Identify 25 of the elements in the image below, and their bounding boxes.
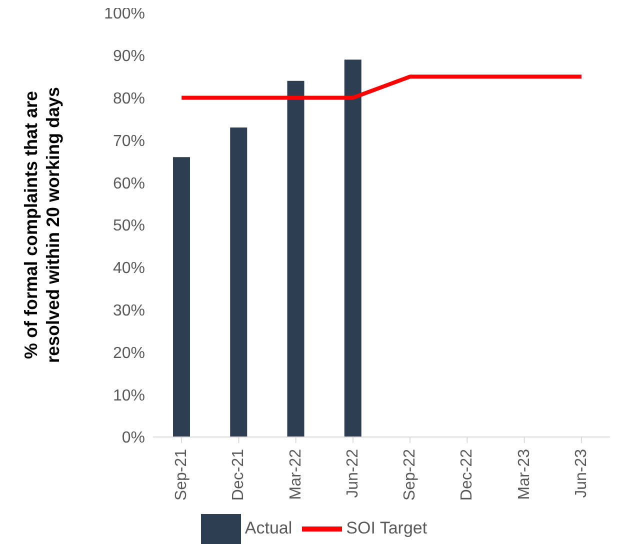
legend-label: Actual <box>244 518 292 538</box>
x-tick-label: Dec-22 <box>458 448 476 501</box>
y-tick-label: 60% <box>112 175 145 192</box>
x-tick-label: Jun-23 <box>572 448 590 498</box>
y-tick-label: 0% <box>122 430 145 447</box>
y-tick-label: 80% <box>112 90 145 108</box>
x-tick-label: Mar-22 <box>287 448 304 500</box>
y-tick-label: 40% <box>112 260 145 278</box>
bar <box>173 157 190 437</box>
y-axis-title: % of formal complaints that are resolved within 20 working days <box>21 86 63 364</box>
y-tick-label: 30% <box>112 302 145 320</box>
x-tick-label: Sep-22 <box>402 448 419 501</box>
legend-label: SOI Target <box>346 518 428 538</box>
x-tick-label: Jun-22 <box>344 448 362 498</box>
y-tick-label: 70% <box>112 132 145 150</box>
y-tick-label: 10% <box>112 387 145 404</box>
y-tick-label: 20% <box>112 344 145 362</box>
bar <box>230 127 248 437</box>
y-tick-label: 50% <box>112 218 145 235</box>
x-tick-label: Sep-21 <box>173 448 190 501</box>
y-tick-label: 90% <box>112 48 145 66</box>
x-tick-label: Dec-21 <box>230 448 248 501</box>
x-tick-label: Mar-23 <box>516 448 533 500</box>
bar <box>344 60 362 437</box>
bar <box>287 80 304 437</box>
